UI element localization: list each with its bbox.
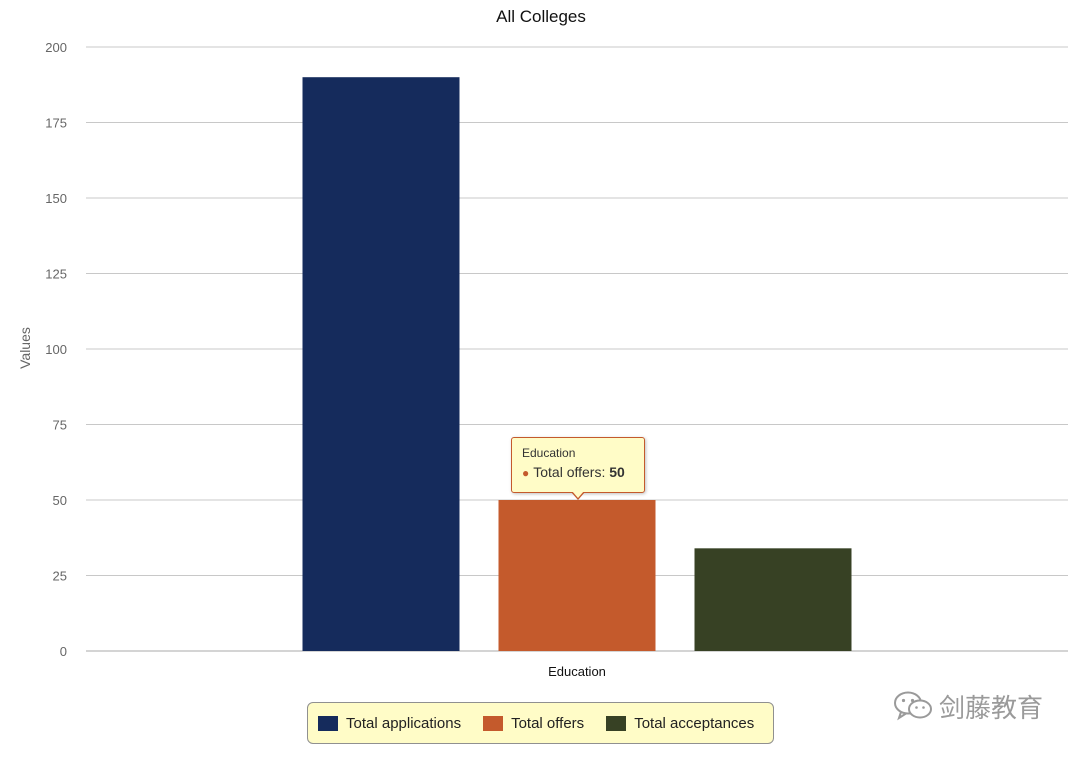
bars xyxy=(302,77,852,651)
legend-swatch xyxy=(318,715,338,731)
legend: Total applications Total offers Total ac… xyxy=(307,702,774,744)
y-tick-label: 25 xyxy=(53,569,67,584)
y-tick-label: 0 xyxy=(60,644,67,659)
y-tick-label: 150 xyxy=(45,191,67,206)
y-tick-label: 75 xyxy=(53,418,67,433)
tooltip-title: Education xyxy=(522,446,576,460)
y-tick-labels: 0 25 50 75 100 125 150 175 200 xyxy=(45,40,67,659)
legend-label: Total acceptances xyxy=(634,714,755,732)
y-tick-label: 50 xyxy=(53,493,67,508)
tooltip: Education ● Total offers: 50 xyxy=(511,437,645,493)
legend-label: Total offers xyxy=(511,714,585,732)
wechat-icon xyxy=(894,691,932,721)
legend-item-total-applications[interactable]: Total applications xyxy=(318,715,461,732)
watermark: 剑藤教育 xyxy=(893,688,1043,724)
tooltip-value: 50 xyxy=(609,464,625,480)
legend-item-total-acceptances[interactable]: Total acceptances xyxy=(606,715,754,732)
legend-swatch xyxy=(483,715,504,731)
legend-item-total-offers[interactable]: Total offers xyxy=(483,715,584,732)
x-tick-label: Education xyxy=(548,664,606,679)
bar-total-applications[interactable] xyxy=(302,77,460,651)
legend-swatch xyxy=(606,715,627,731)
gridlines xyxy=(86,46,1068,652)
y-tick-label: 175 xyxy=(45,116,67,131)
chart-title: All Colleges xyxy=(496,7,586,26)
bar-total-offers[interactable] xyxy=(498,500,656,651)
x-tick-labels: Education xyxy=(548,664,606,679)
tooltip-row: ● Total offers: 50 xyxy=(522,464,634,480)
y-tick-label: 200 xyxy=(45,40,67,55)
y-tick-label: 100 xyxy=(45,342,67,357)
watermark-text: 剑藤教育 xyxy=(939,692,1044,723)
y-axis-label: Values xyxy=(17,327,33,369)
tooltip-series-label: Total offers: xyxy=(533,464,606,480)
tooltip-pointer-fill xyxy=(572,491,584,498)
y-tick-label: 125 xyxy=(45,267,67,282)
legend-label: Total applications xyxy=(346,714,462,732)
bar-total-acceptances[interactable] xyxy=(694,548,852,651)
tooltip-dot-icon: ● xyxy=(522,466,530,480)
